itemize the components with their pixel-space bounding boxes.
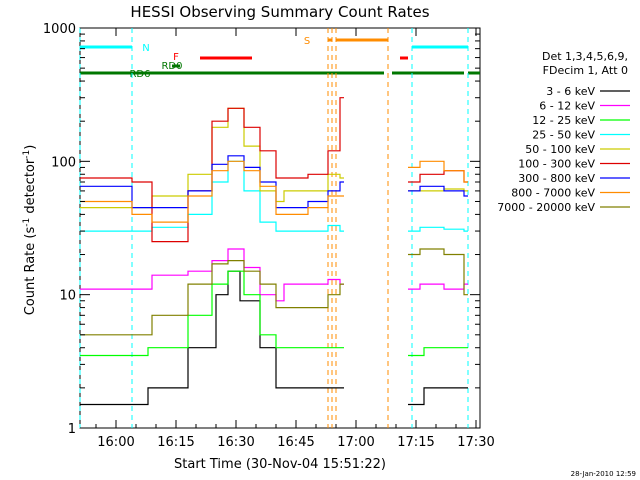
legend-label: 800 - 7000 keV bbox=[511, 187, 595, 200]
series-line-5 bbox=[80, 97, 468, 243]
legend-label: 12 - 25 keV bbox=[532, 114, 595, 127]
legend-header: Det 1,3,4,5,6,9, bbox=[542, 50, 628, 63]
series-line-3 bbox=[80, 160, 468, 232]
series-line-1 bbox=[80, 248, 468, 302]
legend-label: 6 - 12 keV bbox=[539, 100, 595, 113]
flag-label-rd0: RD0 bbox=[161, 61, 182, 72]
y-tick-label: 100 bbox=[51, 155, 76, 170]
series-line-0 bbox=[80, 270, 468, 406]
series-line-4 bbox=[80, 107, 468, 209]
flag-label-f: F bbox=[173, 52, 179, 63]
flag-label-rd6: RD6 bbox=[129, 69, 150, 80]
y-axis-label: Count Rate (s-1 detector-1) bbox=[22, 145, 38, 316]
x-tick-label: 16:15 bbox=[157, 435, 194, 450]
legend-header: FDecim 1, Att 0 bbox=[543, 64, 628, 77]
axes: 16:00 16:15 16:30 16:45 17:00 17:15 17:30 1 10 10… bbox=[43, 22, 495, 450]
x-axis-label: Start Time (30-Nov-04 15:51:22) bbox=[174, 457, 386, 472]
legend-label: 3 - 6 keV bbox=[546, 85, 595, 98]
chart-title: HESSI Observing Summary Count Rates bbox=[130, 3, 429, 21]
x-tick-label: 16:30 bbox=[217, 435, 254, 450]
y-tick-label: 1000 bbox=[43, 22, 76, 37]
legend: Det 1,3,4,5,6,9,FDecim 1, Att 0 3 - 6 keV… bbox=[497, 50, 630, 214]
legend-label: 25 - 50 keV bbox=[532, 129, 595, 142]
x-tick-label: 16:45 bbox=[277, 435, 314, 450]
series-line-7 bbox=[80, 160, 468, 223]
flag-label-n: N bbox=[142, 43, 149, 54]
series-line-2 bbox=[80, 270, 468, 357]
x-tick-label: 17:30 bbox=[457, 435, 494, 450]
timestamp: 28-Jan-2010 12:59 bbox=[571, 470, 636, 478]
flag-label-s: S bbox=[304, 36, 310, 47]
legend-label: 300 - 800 keV bbox=[518, 172, 595, 185]
x-tick-label: 16:00 bbox=[97, 435, 134, 450]
x-tick-label: 17:15 bbox=[397, 435, 434, 450]
legend-label: 7000 - 20000 keV bbox=[497, 201, 595, 214]
y-tick-label: 1 bbox=[68, 422, 76, 437]
legend-label: 100 - 300 keV bbox=[518, 158, 595, 171]
series-line-8 bbox=[80, 248, 468, 336]
y-tick-label: 10 bbox=[59, 289, 76, 304]
series-layer bbox=[80, 97, 468, 406]
flag-bars: N F S RD0 RD6 bbox=[79, 28, 480, 428]
legend-label: 50 - 100 keV bbox=[525, 143, 595, 156]
x-tick-label: 17:00 bbox=[337, 435, 374, 450]
